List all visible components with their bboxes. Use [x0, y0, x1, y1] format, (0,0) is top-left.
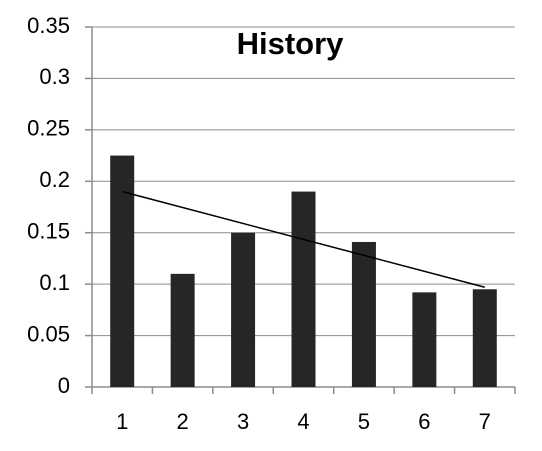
x-tick-label: 5: [358, 409, 370, 434]
bar: [412, 292, 437, 387]
y-tick-label: 0: [58, 373, 70, 398]
y-tick-label: 0.3: [39, 64, 70, 89]
bar: [110, 155, 135, 387]
x-tick-label: 3: [237, 409, 249, 434]
chart-title: History: [237, 26, 345, 61]
bars: [110, 155, 497, 387]
y-tick-label: 0.35: [27, 13, 70, 38]
trendline: [122, 190, 485, 288]
y-tick-label: 0.2: [39, 167, 70, 192]
bar: [291, 191, 316, 387]
x-tick-label: 7: [479, 409, 491, 434]
x-tick-label: 2: [177, 409, 189, 434]
bar: [170, 273, 195, 387]
y-tick-label: 0.15: [27, 219, 70, 244]
bar: [231, 232, 256, 387]
x-tick-label: 6: [418, 409, 430, 434]
x-tick-label: 1: [116, 409, 128, 434]
y-tick-label: 0.25: [27, 116, 70, 141]
x-tick-label: 4: [297, 409, 309, 434]
bar: [472, 289, 497, 387]
y-tick-label: 0.05: [27, 321, 70, 346]
y-tick-label: 0.1: [39, 270, 70, 295]
bar: [351, 241, 376, 387]
